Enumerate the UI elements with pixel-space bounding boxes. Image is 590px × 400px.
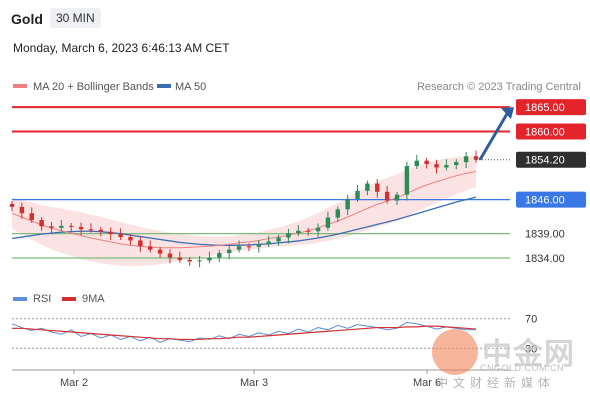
legend-label-ma50: MA 50 bbox=[175, 81, 206, 93]
candle-body bbox=[157, 249, 163, 254]
candle-body bbox=[19, 206, 25, 214]
legend-swatch-ma20 bbox=[13, 84, 27, 88]
legend-swatch-ma50 bbox=[157, 84, 171, 88]
bollinger-bands bbox=[12, 155, 476, 267]
candle-body bbox=[108, 231, 113, 235]
candle-body bbox=[197, 260, 202, 262]
symbol-title: Gold bbox=[11, 11, 43, 27]
chart-credit: Research © 2023 Trading Central bbox=[417, 81, 581, 93]
candle-body bbox=[404, 166, 410, 195]
candle-body bbox=[335, 209, 341, 218]
level-badge-1846.00 bbox=[516, 191, 586, 208]
ma50-line bbox=[11, 196, 477, 246]
legend-label-9ma: 9MA bbox=[82, 293, 105, 305]
candle-body bbox=[394, 194, 400, 201]
candle-body bbox=[463, 156, 469, 163]
candle-body bbox=[236, 246, 242, 250]
candle-body bbox=[355, 190, 360, 200]
candle-body bbox=[384, 191, 390, 201]
watermark-name: 中金网 bbox=[482, 337, 575, 372]
rsi-level-label-70: 70 bbox=[525, 314, 537, 326]
level-label-1846.00: 1846.00 bbox=[525, 195, 565, 207]
candle-body bbox=[414, 160, 419, 167]
candle-body bbox=[29, 213, 34, 221]
candle-body bbox=[9, 203, 15, 207]
legend-swatch-rsi bbox=[13, 297, 27, 301]
watermark-subtitle: 中文财经新媒体 bbox=[436, 376, 556, 390]
candle-body bbox=[226, 249, 232, 254]
forecast-arrowhead bbox=[501, 107, 514, 120]
candle-body bbox=[147, 246, 153, 250]
candle-body bbox=[177, 257, 183, 260]
level-badge-1865.00 bbox=[516, 99, 586, 116]
time-axis-label: Mar 6 bbox=[413, 377, 441, 389]
candle-body bbox=[217, 253, 222, 258]
timeframe-badge[interactable]: 30 MIN bbox=[50, 8, 101, 28]
candle-body bbox=[256, 244, 262, 247]
candle-body bbox=[454, 162, 459, 166]
candle-body bbox=[266, 241, 271, 245]
candle-body bbox=[305, 230, 311, 232]
candle-body bbox=[296, 230, 301, 234]
watermark-logo-icon bbox=[432, 329, 478, 375]
level-label-1839.00: 1839.00 bbox=[525, 229, 565, 241]
candle-body bbox=[138, 240, 143, 247]
candle-body bbox=[325, 217, 331, 228]
current-price-badge bbox=[516, 151, 586, 168]
watermark-url: CNGOLD.COM.CN bbox=[480, 363, 565, 373]
candle-body bbox=[78, 226, 84, 230]
level-label-1865.00: 1865.00 bbox=[525, 102, 565, 114]
candle-body bbox=[49, 226, 54, 228]
legend-swatch-9ma bbox=[62, 297, 76, 301]
candle-body bbox=[98, 229, 104, 232]
candle-body bbox=[434, 164, 439, 168]
time-axis-label: Mar 2 bbox=[60, 377, 88, 389]
rsi-line-9ma bbox=[12, 325, 477, 341]
candle-body bbox=[118, 234, 123, 238]
candle-body bbox=[375, 183, 380, 192]
candle-body bbox=[315, 227, 321, 232]
candle-body bbox=[69, 225, 74, 227]
candle-body bbox=[365, 183, 370, 191]
level-badge-1860.00 bbox=[516, 123, 586, 140]
candle-body bbox=[444, 165, 449, 168]
candle-body bbox=[207, 257, 212, 261]
time-axis-label: Mar 3 bbox=[240, 377, 268, 389]
candle-body bbox=[424, 160, 429, 165]
legend-label-rsi: RSI bbox=[33, 293, 51, 305]
candle-body bbox=[276, 237, 281, 242]
level-label-1860.00: 1860.00 bbox=[525, 126, 565, 138]
legend-label-ma20: MA 20 + Bollinger Bands bbox=[33, 81, 154, 93]
level-label-1834.00: 1834.00 bbox=[525, 253, 565, 265]
chart-datetime: Monday, March 6, 2023 6:46:13 AM CET bbox=[13, 41, 230, 55]
candle-body bbox=[345, 199, 350, 210]
current-price-label: 1854.20 bbox=[525, 155, 565, 167]
candle-body bbox=[246, 246, 252, 248]
candle-body bbox=[473, 156, 479, 160]
candle-body bbox=[39, 220, 44, 227]
candle-body bbox=[59, 225, 64, 228]
candle-body bbox=[128, 237, 133, 241]
candle-body bbox=[187, 259, 192, 262]
candle-body bbox=[88, 229, 94, 231]
candle-body bbox=[167, 253, 173, 258]
forecast-arrow bbox=[478, 111, 510, 161]
candle-body bbox=[286, 233, 291, 238]
rsi-level-label-30: 30 bbox=[525, 343, 537, 355]
